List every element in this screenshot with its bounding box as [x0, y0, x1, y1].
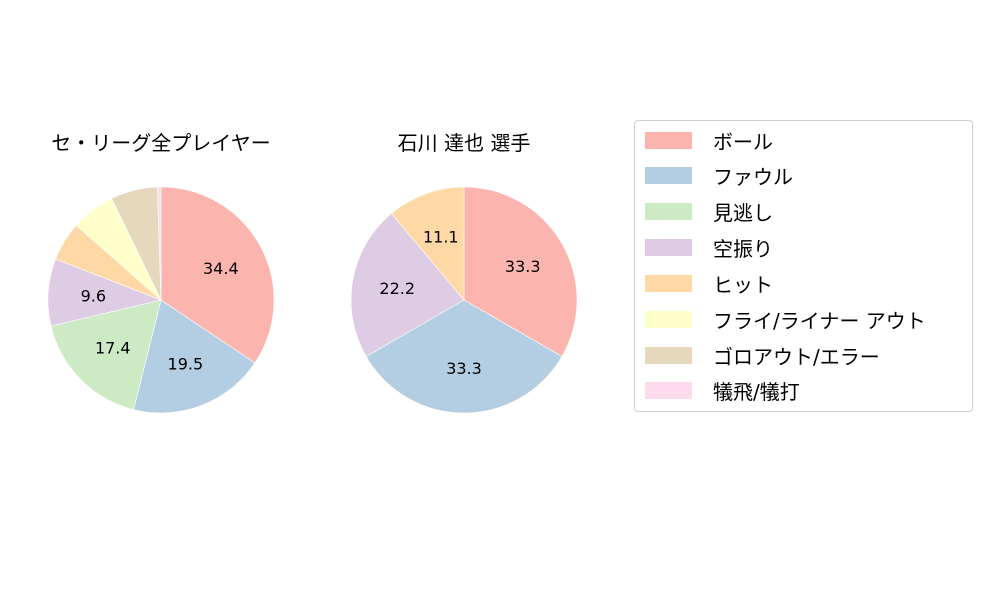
legend-swatch	[645, 381, 692, 399]
legend-label: フライ/ライナー アウト	[713, 308, 926, 333]
legend-swatch	[645, 131, 692, 149]
slice-value-label: 9.6	[81, 286, 106, 305]
legend-swatch	[645, 202, 692, 220]
legend-item-swinging-strike: 空振り	[645, 235, 773, 261]
legend-item-hit: ヒット	[645, 271, 773, 297]
legend-item-ball: ボール	[645, 128, 773, 154]
pie-slice	[390, 186, 465, 301]
pie-slice	[160, 186, 275, 364]
legend-item-called-strike: 見逃し	[645, 199, 773, 225]
slice-value-label: 22.2	[379, 279, 415, 298]
legend-label: 見逃し	[713, 200, 773, 225]
legend-label: ファウル	[713, 164, 793, 189]
legend-item-sacrifice: 犠飛/犠打	[645, 378, 800, 404]
pie-slice	[157, 186, 162, 301]
legend-label: 空振り	[713, 236, 773, 261]
slice-value-label: 19.5	[168, 354, 204, 373]
legend-item-foul: ファウル	[645, 163, 793, 189]
chart-title-league: セ・リーグ全プレイヤー	[51, 131, 271, 155]
pie-slice	[350, 213, 465, 357]
legend: ボール ファウル 見逃し 空振り ヒット フライ/ライナー アウト ゴロアウト/…	[634, 120, 973, 412]
legend-swatch	[645, 274, 692, 292]
legend-label: 犠飛/犠打	[713, 379, 800, 404]
legend-swatch	[645, 346, 692, 364]
pie-chart-player: 33.3 33.3 22.2 11.1	[350, 186, 578, 414]
slice-value-label: 33.3	[446, 359, 482, 378]
legend-label: ゴロアウト/エラー	[713, 344, 880, 369]
legend-item-ground-out-error: ゴロアウト/エラー	[645, 343, 880, 369]
pie-chart-league: 34.4 19.5 17.4 9.6	[47, 186, 275, 414]
slice-value-label: 11.1	[423, 227, 459, 246]
slice-value-label: 17.4	[95, 339, 131, 358]
legend-label: ヒット	[713, 272, 773, 297]
pie-slice	[365, 299, 563, 414]
slice-value-label: 34.4	[203, 259, 239, 278]
legend-swatch	[645, 166, 692, 184]
legend-item-fly-liner-out: フライ/ライナー アウト	[645, 307, 926, 333]
chart-title-player: 石川 達也 選手	[397, 131, 531, 155]
legend-label: ボール	[713, 129, 773, 154]
legend-swatch	[645, 238, 692, 256]
pie-slice	[463, 186, 578, 357]
pie-slice	[50, 299, 162, 410]
legend-swatch	[645, 310, 692, 328]
slice-value-label: 33.3	[505, 257, 541, 276]
pie-slice	[133, 299, 256, 414]
